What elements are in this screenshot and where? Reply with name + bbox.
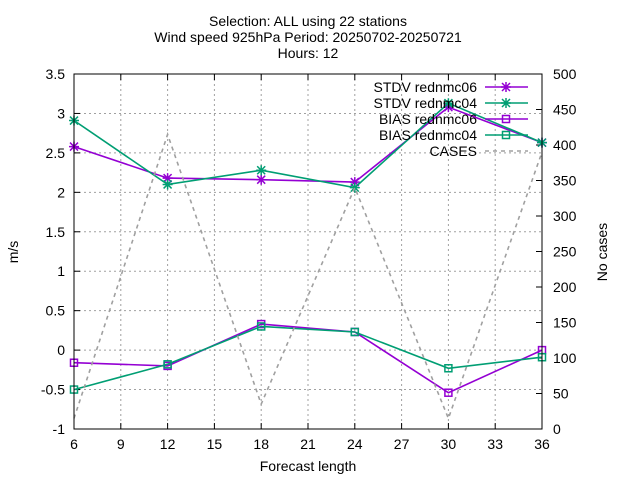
x-tick-label: 15 (207, 436, 223, 452)
data-point (163, 360, 172, 369)
data-point (444, 388, 453, 397)
data-point (162, 173, 173, 184)
series-line (73, 131, 543, 421)
y-tick-label: 2.5 (46, 145, 66, 161)
legend-item: STDV rednmc06 (374, 79, 528, 95)
title-line: Hours: 12 (278, 45, 339, 61)
y2-tick-label: 350 (553, 173, 577, 189)
legend-label: CASES (430, 143, 477, 159)
y-tick-label: 0 (57, 342, 65, 358)
x-tick-label: 6 (70, 436, 78, 452)
y-tick-label: 0.5 (46, 303, 66, 319)
y-axis-label: m/s (5, 241, 21, 264)
y-axis-ticks: -1 -0.5 0 0.5 1 1.5 2 2.5 3 3.5 (41, 66, 80, 437)
data-point (501, 130, 511, 140)
legend-item: CASES (430, 143, 528, 159)
y2-tick-label: 50 (553, 386, 569, 402)
y-tick-label: 3.5 (46, 66, 66, 82)
x-tick-label: 24 (347, 436, 363, 452)
data-point (256, 322, 266, 331)
data-point (162, 179, 173, 190)
y2-tick-label: 250 (553, 244, 577, 260)
y2-tick-label: 400 (553, 137, 577, 153)
data-point (443, 98, 454, 109)
data-point (349, 177, 360, 188)
y2-tick-label: 200 (553, 279, 577, 295)
data-point (501, 82, 511, 92)
series-bias-rednmc04 (69, 322, 547, 394)
y2-tick-label: 100 (553, 350, 577, 366)
data-point (501, 98, 511, 108)
y-tick-label: -0.5 (41, 382, 65, 398)
y2-tick-label: 150 (553, 315, 577, 331)
data-point (350, 327, 360, 337)
legend-label: STDV rednmc04 (374, 95, 478, 111)
x-tick-label: 18 (253, 436, 269, 452)
x-tick-label: 21 (300, 436, 316, 452)
x-tick-label: 9 (117, 436, 125, 452)
title-line: Selection: ALL using 22 stations (209, 13, 407, 29)
data-point (444, 364, 453, 373)
legend-item: BIAS rednmc06 (379, 111, 528, 127)
y-tick-label: 1.5 (46, 224, 66, 240)
series (69, 98, 547, 421)
y-tick-label: 2 (57, 184, 65, 200)
series-line (73, 325, 543, 391)
y-tick-label: 3 (57, 105, 65, 121)
x-tick-label: 12 (160, 436, 176, 452)
x-tick-label: 33 (487, 436, 503, 452)
x-axis-ticks: 6 9 12 15 18 21 24 27 30 33 36 (70, 74, 550, 452)
legend-item: STDV rednmc04 (374, 95, 528, 111)
x-tick-label: 27 (394, 436, 410, 452)
legend-label: STDV rednmc06 (374, 79, 478, 95)
legend-label: BIAS rednmc04 (379, 127, 477, 143)
y2-tick-label: 450 (553, 102, 577, 118)
y-tick-label: 1 (57, 263, 65, 279)
y2-tick-label: 300 (553, 208, 577, 224)
y2-tick-label: 500 (553, 66, 577, 82)
series-line (73, 323, 543, 394)
legend-item: BIAS rednmc04 (379, 127, 528, 143)
x-axis-label: Forecast length (260, 458, 357, 474)
x-tick-label: 30 (441, 436, 457, 452)
x-tick-label: 36 (534, 436, 550, 452)
data-point (501, 114, 511, 124)
legend-label: BIAS rednmc06 (379, 111, 477, 127)
data-point (256, 165, 267, 176)
y2-tick-label: 0 (553, 421, 561, 437)
plot-frame (73, 73, 543, 430)
data-point (349, 182, 360, 193)
title-line: Wind speed 925hPa Period: 20250702-20250… (154, 29, 462, 45)
series-line (73, 102, 543, 189)
y-tick-label: -1 (53, 421, 66, 437)
series-cases (73, 131, 543, 421)
data-point (256, 174, 267, 185)
y2-axis-label: No cases (594, 223, 610, 281)
